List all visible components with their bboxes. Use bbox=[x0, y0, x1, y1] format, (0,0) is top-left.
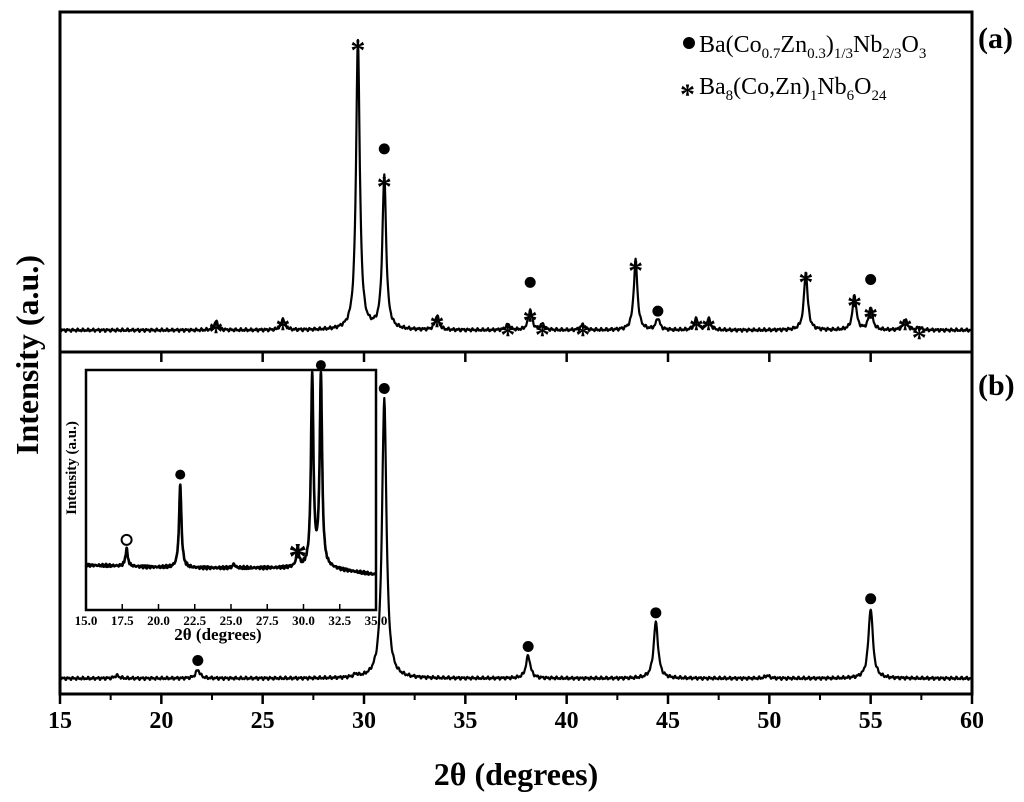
panel-a-circle-3 bbox=[378, 143, 390, 155]
panel-b-label: (b) bbox=[978, 369, 1015, 402]
panel-a-asterisk-16: * bbox=[898, 313, 913, 346]
y-axis-title: Intensity (a.u.) bbox=[9, 255, 45, 455]
panel-a-asterisk-4: * bbox=[429, 310, 444, 343]
inset-trace bbox=[84, 370, 378, 576]
x-tick-label-6: 45 bbox=[656, 708, 680, 734]
inset-open-circle-0 bbox=[120, 533, 133, 546]
inset-ticks: 15.0 17.5 20.0 22.5 25.0 27.5 30.0 32.5 35.0 bbox=[75, 604, 388, 628]
panel-a-asterisk-14: * bbox=[847, 289, 862, 322]
legend-asterisk-marker: * bbox=[680, 78, 695, 111]
inset-x-tick-label-6: 30.0 bbox=[292, 613, 315, 628]
panel-a-asterisk-9: * bbox=[628, 255, 643, 288]
inset-x-tick-label-7: 32.5 bbox=[328, 613, 351, 628]
x-tick-label-0: 15 bbox=[48, 708, 72, 734]
panel-b-circle-1 bbox=[192, 654, 204, 666]
panel-b-circle-5 bbox=[650, 607, 662, 619]
panel-a-asterisk-17: * bbox=[912, 321, 927, 354]
panel-a-asterisk-7: * bbox=[535, 318, 550, 351]
inset-y-axis-title: Intensity (a.u.) bbox=[64, 421, 80, 515]
x-tick-label-7: 50 bbox=[757, 708, 781, 734]
panel-a-asterisk-5: * bbox=[500, 318, 515, 351]
x-tick-label-3: 30 bbox=[352, 708, 376, 734]
x-tick-label-1: 20 bbox=[149, 708, 173, 734]
inset-x-tick-label-8: 35.0 bbox=[365, 613, 388, 628]
inset-x-tick-label-2: 20.0 bbox=[147, 613, 170, 628]
panel-a-circle-15 bbox=[865, 273, 877, 285]
x-tick-label-2: 25 bbox=[251, 708, 275, 734]
panel-b-circle-3 bbox=[378, 383, 390, 394]
x-tick-label-4: 35 bbox=[453, 708, 477, 734]
panel-a-asterisk-13: * bbox=[798, 266, 813, 299]
inset-x-axis-title: 2θ (degrees) bbox=[174, 625, 261, 644]
inset-frame bbox=[84, 368, 378, 612]
panel-a-asterisk-3: * bbox=[377, 170, 392, 203]
panel-b-peak-markers bbox=[192, 383, 877, 666]
legend: Ba(Co0.7Zn0.3)1/3Nb2/3O3 * Ba8(Co,Zn)1Nb… bbox=[680, 32, 926, 111]
x-axis-title: 2θ (degrees) bbox=[434, 756, 599, 792]
inset-peak-markers: * bbox=[120, 360, 326, 578]
legend-circle-marker bbox=[683, 37, 695, 49]
inset-circle-1 bbox=[175, 469, 186, 480]
x-tick-label-9: 60 bbox=[960, 708, 984, 734]
inset-x-tick-label-5: 27.5 bbox=[256, 613, 279, 628]
panel-a-trace bbox=[59, 38, 973, 333]
panel-b-circle-7 bbox=[865, 593, 877, 605]
panel-a-circle-6 bbox=[524, 276, 536, 288]
inset-circle-5 bbox=[315, 360, 326, 371]
inset-x-tick-label-1: 17.5 bbox=[111, 613, 134, 628]
legend-entry-1: Ba(Co0.7Zn0.3)1/3Nb2/3O3 bbox=[699, 32, 926, 62]
panel-a-circle-10 bbox=[652, 305, 664, 317]
panel-a-asterisk-6: * bbox=[523, 304, 538, 337]
panel-a-asterisk-0: * bbox=[209, 315, 224, 348]
legend-entry-2: Ba8(Co,Zn)1Nb6O24 bbox=[699, 74, 887, 104]
panel-a-asterisk-2: * bbox=[350, 34, 365, 67]
x-axis-ticks: 15 20 25 30 35 40 45 50 55 60 bbox=[48, 352, 984, 734]
panel-a-label: (a) bbox=[978, 22, 1013, 55]
inset-asterisk-3: * bbox=[288, 536, 307, 578]
x-tick-label-5: 40 bbox=[555, 708, 579, 734]
panel-a-asterisk-15: * bbox=[863, 301, 878, 334]
panel-a-asterisk-12: * bbox=[701, 313, 716, 346]
panel-a-asterisk-1: * bbox=[275, 313, 290, 346]
panel-a-asterisk-11: * bbox=[689, 313, 704, 346]
panel-a-frame bbox=[58, 10, 974, 354]
inset-x-tick-label-0: 15.0 bbox=[75, 613, 98, 628]
inset-x-tick-label-4: 25.0 bbox=[220, 613, 243, 628]
x-tick-label-8: 55 bbox=[859, 708, 883, 734]
inset: 15.0 17.5 20.0 22.5 25.0 27.5 30.0 32.5 35.0 * 2… bbox=[64, 360, 387, 644]
panel-a-asterisk-8: * bbox=[575, 318, 590, 351]
panel-a-peak-markers: * **** * ** ****** * * * bbox=[209, 34, 927, 354]
panel-b-trace bbox=[59, 396, 973, 682]
panel-b-circle-4 bbox=[522, 640, 534, 652]
inset-x-tick-label-3: 22.5 bbox=[183, 613, 206, 628]
